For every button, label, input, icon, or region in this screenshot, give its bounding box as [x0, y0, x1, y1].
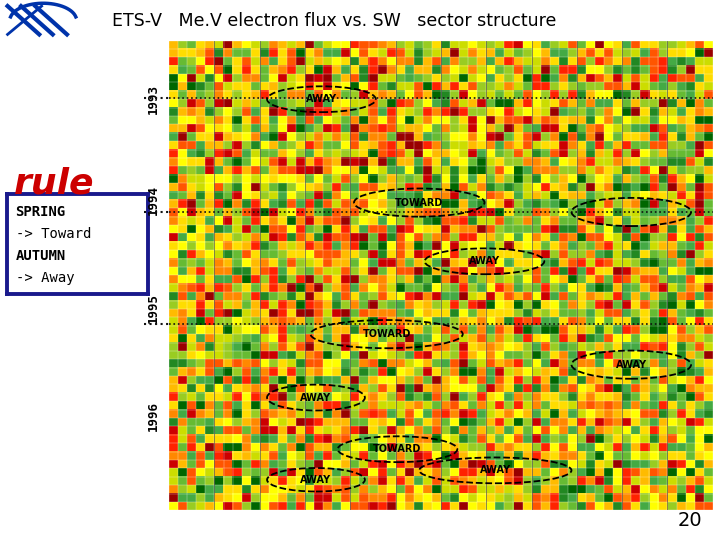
Text: TOWARD: TOWARD: [374, 444, 422, 454]
Text: AWAY: AWAY: [300, 475, 331, 485]
Text: ETS-V   Me.V electron flux vs. SW   sector structure: ETS-V Me.V electron flux vs. SW sector s…: [112, 11, 556, 30]
Text: AWAY: AWAY: [616, 360, 647, 370]
Text: AUTUMN: AUTUMN: [16, 249, 66, 264]
Text: TOWARD: TOWARD: [362, 329, 411, 339]
Text: -> Toward: -> Toward: [16, 227, 91, 241]
Text: rule: rule: [14, 167, 94, 200]
Text: SPRING: SPRING: [16, 205, 66, 219]
Text: -> Away: -> Away: [16, 271, 74, 285]
Text: TOWARD: TOWARD: [395, 198, 444, 207]
Text: 1993: 1993: [147, 84, 160, 114]
Text: AWAY: AWAY: [469, 256, 500, 266]
Text: AWAY: AWAY: [306, 94, 337, 104]
Text: AWAY: AWAY: [480, 465, 511, 475]
Text: AWAY: AWAY: [300, 393, 331, 402]
Text: 1994: 1994: [147, 185, 160, 215]
Text: 20: 20: [678, 511, 702, 530]
Text: 1996: 1996: [147, 401, 160, 431]
Text: 1995: 1995: [147, 293, 160, 323]
